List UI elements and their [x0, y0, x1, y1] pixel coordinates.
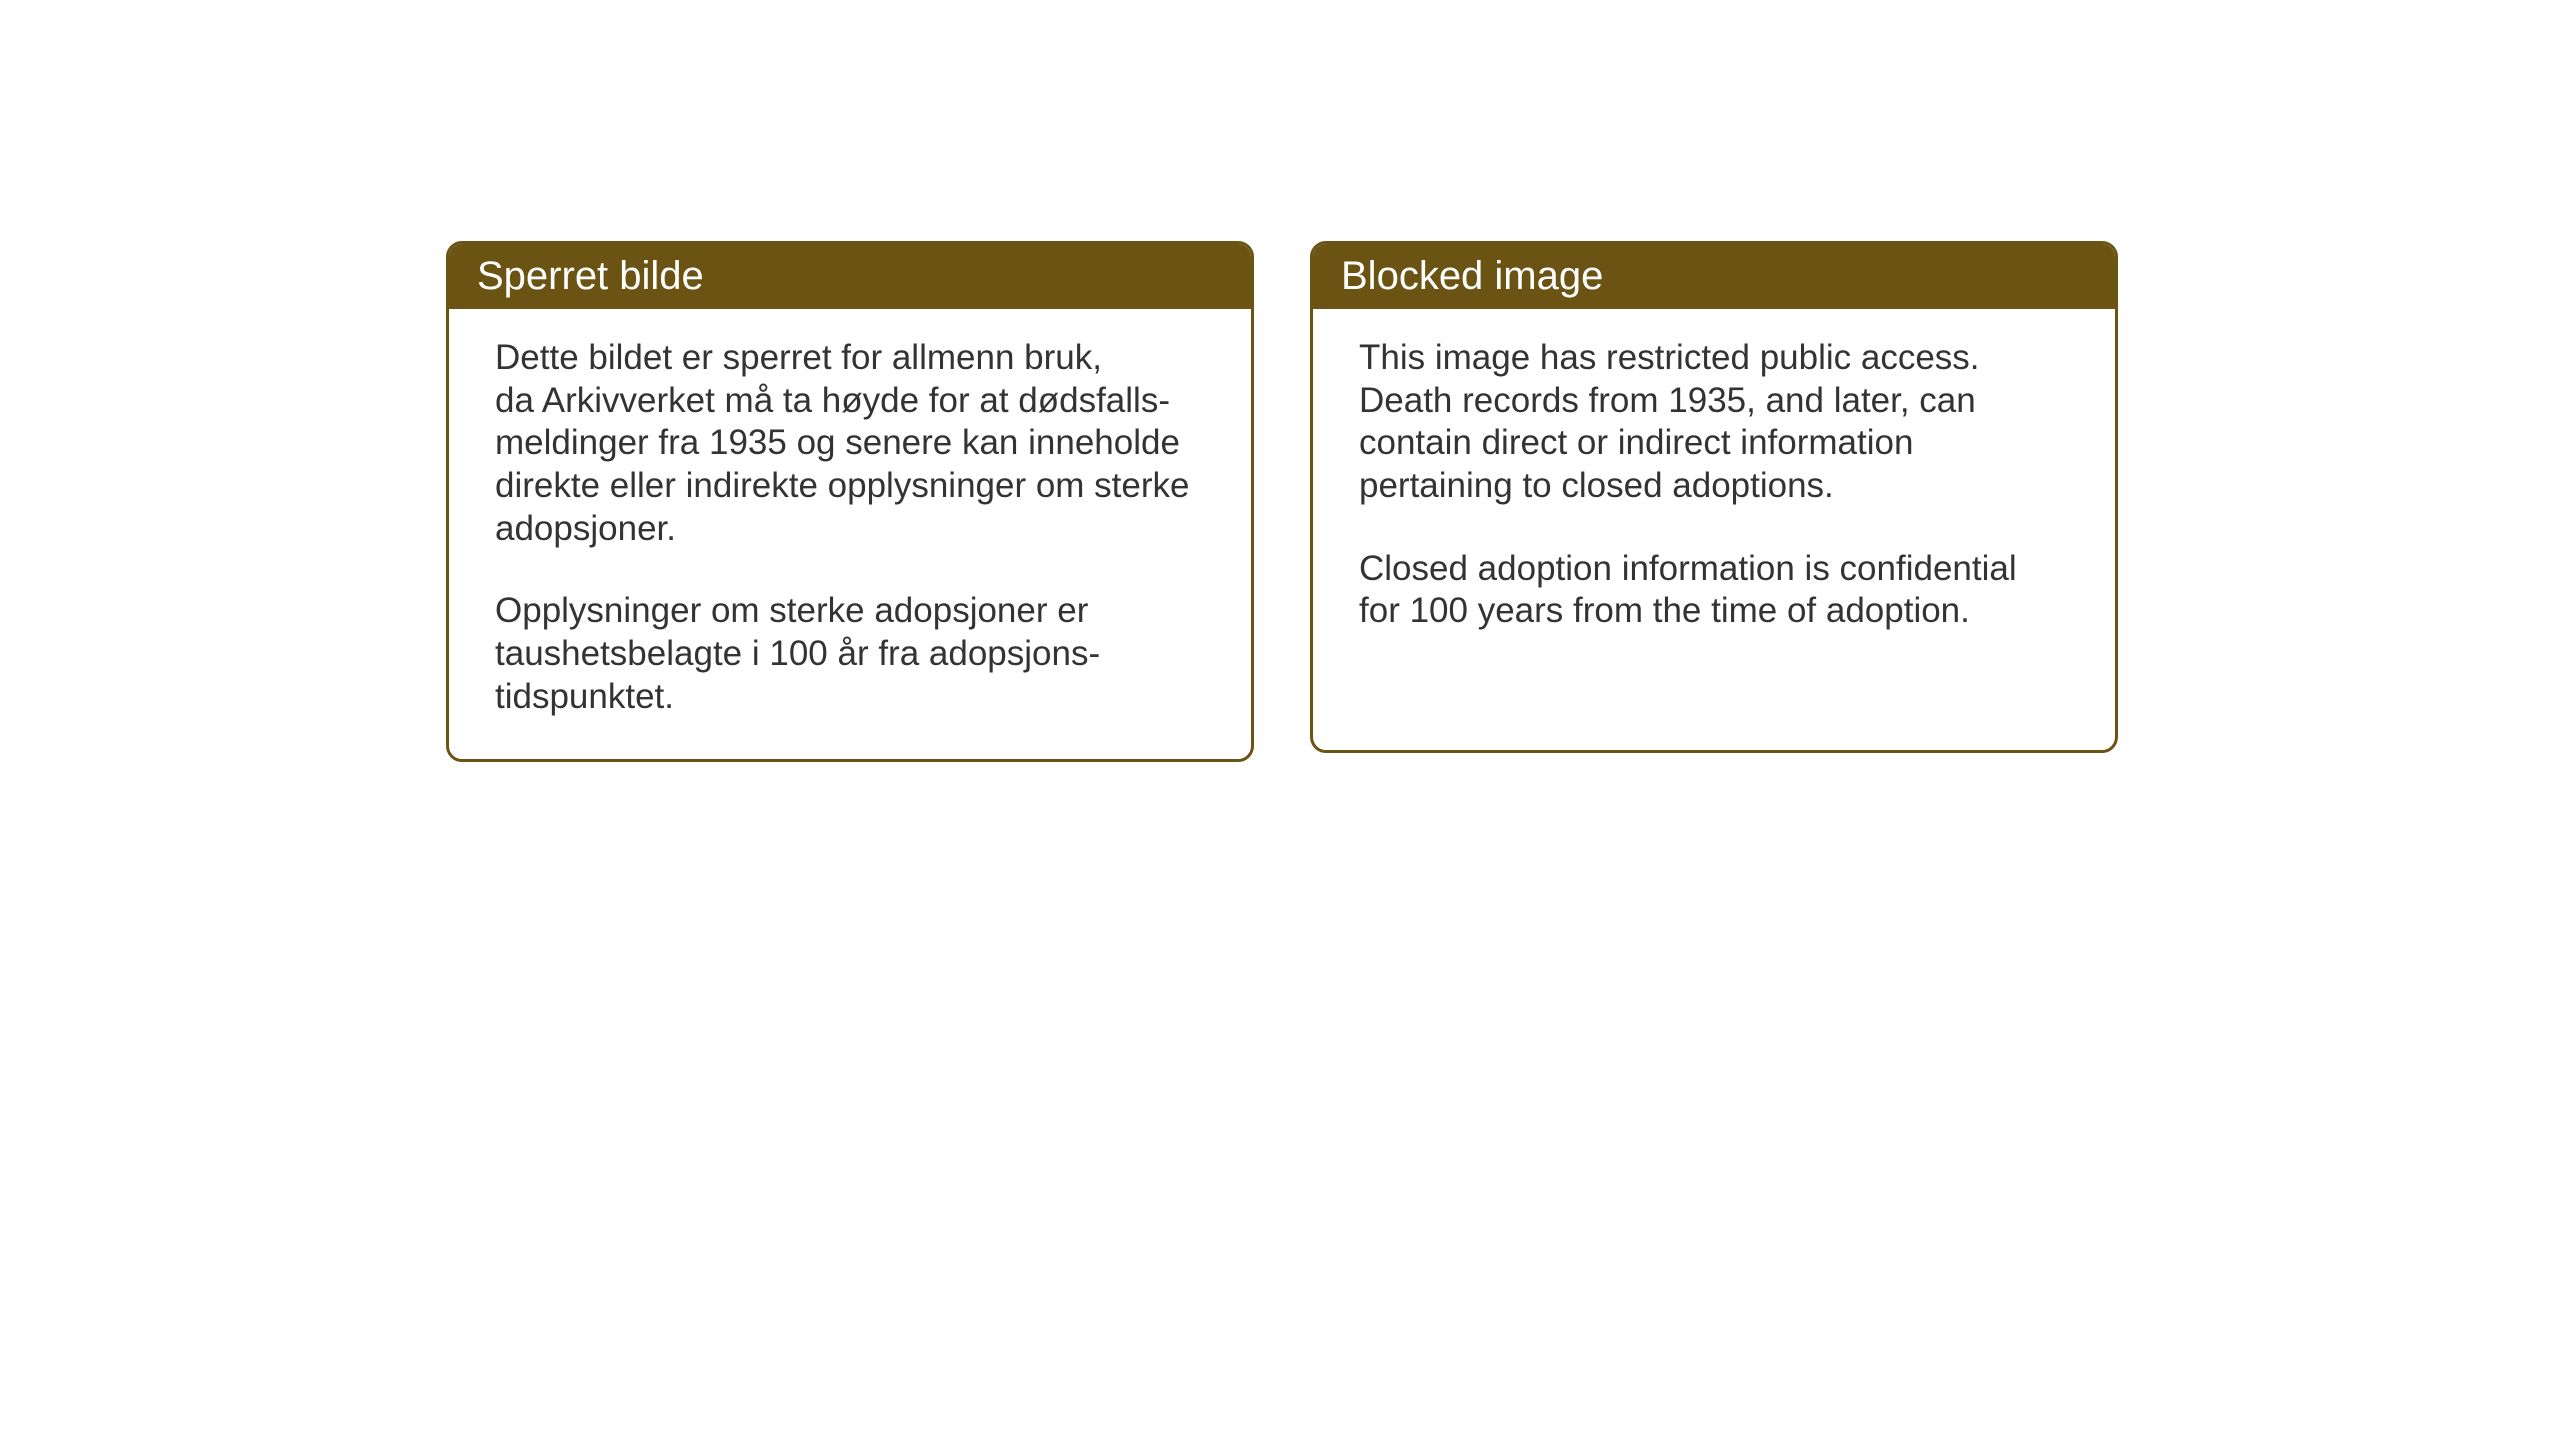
- card-body-norwegian: Dette bildet er sperret for allmenn bruk…: [449, 309, 1251, 759]
- notice-card-norwegian: Sperret bilde Dette bildet er sperret fo…: [446, 241, 1254, 762]
- card-header-english: Blocked image: [1313, 244, 2115, 309]
- card-paragraph-1-norwegian: Dette bildet er sperret for allmenn bruk…: [495, 337, 1205, 550]
- card-paragraph-2-english: Closed adoption information is confident…: [1359, 548, 2069, 633]
- notice-card-english: Blocked image This image has restricted …: [1310, 241, 2118, 753]
- notice-container: Sperret bilde Dette bildet er sperret fo…: [446, 241, 2118, 762]
- card-header-norwegian: Sperret bilde: [449, 244, 1251, 309]
- card-body-english: This image has restricted public access.…: [1313, 309, 2115, 673]
- card-title-english: Blocked image: [1341, 254, 1603, 298]
- card-title-norwegian: Sperret bilde: [477, 254, 704, 298]
- card-paragraph-1-english: This image has restricted public access.…: [1359, 337, 2069, 508]
- card-paragraph-2-norwegian: Opplysninger om sterke adopsjoner er tau…: [495, 590, 1205, 718]
